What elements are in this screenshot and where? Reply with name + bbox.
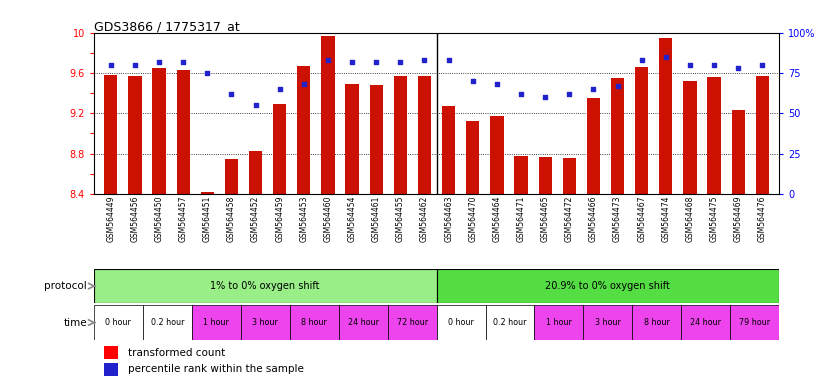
Point xyxy=(225,91,238,97)
Bar xyxy=(322,36,335,194)
Text: 79 hour: 79 hour xyxy=(739,318,770,327)
Bar xyxy=(273,104,286,194)
Point xyxy=(490,81,503,87)
Point xyxy=(128,62,141,68)
Point xyxy=(201,70,214,76)
Bar xyxy=(756,76,769,194)
Text: 72 hour: 72 hour xyxy=(397,318,428,327)
Bar xyxy=(539,157,552,194)
Text: 0 hour: 0 hour xyxy=(105,318,131,327)
Bar xyxy=(563,158,576,194)
Bar xyxy=(370,85,383,194)
Bar xyxy=(201,192,214,194)
Bar xyxy=(388,305,437,340)
Point xyxy=(394,59,407,65)
Point xyxy=(587,86,600,92)
Point xyxy=(273,86,286,92)
Bar xyxy=(143,305,192,340)
Bar xyxy=(176,70,190,194)
Text: 1 hour: 1 hour xyxy=(546,318,572,327)
Point xyxy=(153,59,166,65)
Bar xyxy=(707,77,721,194)
Point xyxy=(684,62,697,68)
Bar xyxy=(442,106,455,194)
Bar xyxy=(345,84,359,194)
Bar xyxy=(466,121,479,194)
Bar xyxy=(437,305,486,340)
Bar xyxy=(104,75,118,194)
Bar xyxy=(732,110,745,194)
Bar xyxy=(290,305,339,340)
Bar xyxy=(94,305,143,340)
Point xyxy=(659,54,672,60)
Bar xyxy=(486,305,534,340)
Text: 0.2 hour: 0.2 hour xyxy=(150,318,184,327)
Bar xyxy=(587,98,600,194)
Point xyxy=(635,57,648,63)
Bar xyxy=(583,305,632,340)
Bar xyxy=(104,346,118,359)
Bar xyxy=(128,76,141,194)
Text: transformed count: transformed count xyxy=(128,348,225,358)
Bar xyxy=(514,156,528,194)
Text: protocol: protocol xyxy=(44,281,87,291)
Bar xyxy=(249,151,262,194)
Bar xyxy=(681,305,730,340)
Point xyxy=(563,91,576,97)
Text: 8 hour: 8 hour xyxy=(644,318,670,327)
Bar xyxy=(730,305,779,340)
Text: 0 hour: 0 hour xyxy=(448,318,474,327)
Text: 24 hour: 24 hour xyxy=(690,318,721,327)
Point xyxy=(515,91,528,97)
Point xyxy=(370,59,383,65)
Point xyxy=(732,65,745,71)
Text: 3 hour: 3 hour xyxy=(595,318,621,327)
Point xyxy=(322,57,335,63)
Text: 24 hour: 24 hour xyxy=(348,318,379,327)
Point xyxy=(104,62,118,68)
Bar xyxy=(297,66,310,194)
Bar xyxy=(393,76,407,194)
Point xyxy=(249,102,262,108)
Point xyxy=(611,83,624,89)
Text: 1% to 0% oxygen shift: 1% to 0% oxygen shift xyxy=(211,281,320,291)
Bar xyxy=(224,159,238,194)
Bar xyxy=(632,305,681,340)
Text: GDS3866 / 1775317_at: GDS3866 / 1775317_at xyxy=(94,20,240,33)
Point xyxy=(297,81,310,87)
Point xyxy=(345,59,358,65)
Bar xyxy=(418,76,431,194)
Point xyxy=(707,62,721,68)
Point xyxy=(539,94,552,100)
Bar xyxy=(104,363,118,376)
Bar xyxy=(153,68,166,194)
Point xyxy=(176,59,189,65)
Text: 0.2 hour: 0.2 hour xyxy=(493,318,527,327)
Bar xyxy=(683,81,697,194)
Text: 1 hour: 1 hour xyxy=(203,318,229,327)
Text: 3 hour: 3 hour xyxy=(252,318,278,327)
Bar xyxy=(94,269,437,303)
Bar xyxy=(339,305,388,340)
Bar xyxy=(659,38,672,194)
Text: percentile rank within the sample: percentile rank within the sample xyxy=(128,364,304,374)
Point xyxy=(442,57,455,63)
Text: time: time xyxy=(64,318,87,328)
Text: 8 hour: 8 hour xyxy=(301,318,327,327)
Bar xyxy=(490,116,503,194)
Bar xyxy=(635,67,649,194)
Bar xyxy=(437,269,779,303)
Bar xyxy=(241,305,290,340)
Text: 20.9% to 0% oxygen shift: 20.9% to 0% oxygen shift xyxy=(545,281,671,291)
Point xyxy=(418,57,431,63)
Bar xyxy=(611,78,624,194)
Point xyxy=(466,78,479,84)
Bar xyxy=(534,305,583,340)
Bar xyxy=(192,305,241,340)
Point xyxy=(756,62,769,68)
